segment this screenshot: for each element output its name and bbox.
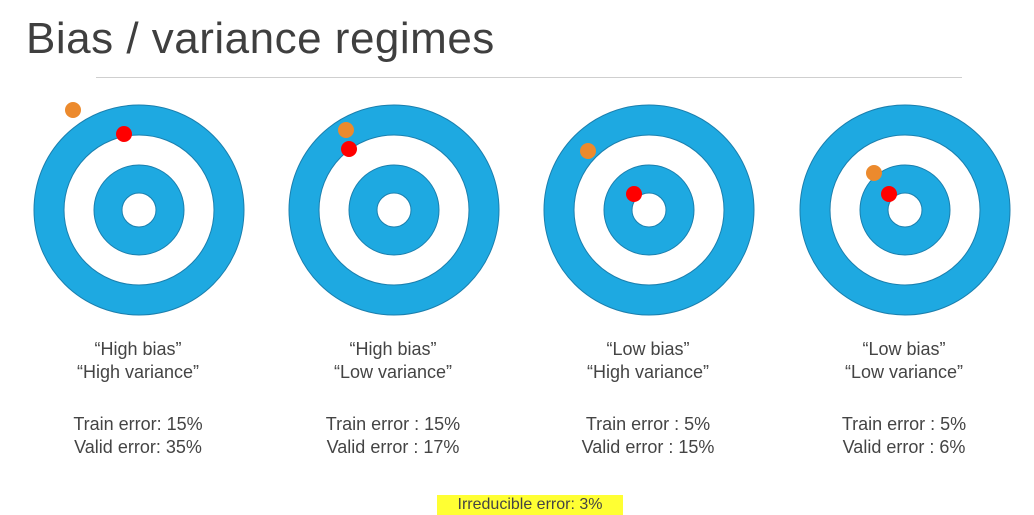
valid-error-dot	[866, 165, 882, 181]
target-bullseye	[631, 192, 667, 228]
train-error-dot	[116, 126, 132, 142]
train-error-text: Train error : 5%	[585, 414, 711, 434]
valid-error-text: Valid error: 35%	[74, 437, 202, 457]
target-diagram	[288, 104, 500, 316]
train-error-text: Train error : 5%	[841, 414, 967, 434]
panel-high-bias-high-variance: “High bias” “High variance” Train error:…	[23, 95, 253, 475]
bias-label: “High bias”	[349, 339, 437, 359]
regime-label: “Low bias” “Low variance”	[789, 338, 1019, 384]
target-bullseye	[121, 192, 157, 228]
regime-label: “Low bias” “High variance”	[533, 338, 763, 384]
train-error-dot	[341, 141, 357, 157]
title-divider	[96, 77, 962, 78]
panel-high-bias-low-variance: “High bias” “Low variance” Train error :…	[278, 95, 508, 475]
regime-label: “High bias” “Low variance”	[278, 338, 508, 384]
variance-label: “Low variance”	[844, 362, 964, 382]
valid-error-dot	[580, 143, 596, 159]
bias-label: “High bias”	[94, 339, 182, 359]
irreducible-error-highlight: Irreducible error: 3%	[437, 495, 623, 515]
train-error-dot	[626, 186, 642, 202]
variance-label: “High variance”	[586, 362, 710, 382]
variance-label: “Low variance”	[333, 362, 453, 382]
target-diagram	[799, 104, 1011, 316]
error-values: Train error : 5% Valid error : 6%	[789, 413, 1019, 459]
error-values: Train error: 15% Valid error: 35%	[23, 413, 253, 459]
regime-label: “High bias” “High variance”	[23, 338, 253, 384]
valid-error-dot	[338, 122, 354, 138]
target-diagram	[543, 104, 755, 316]
panel-low-bias-high-variance: “Low bias” “High variance” Train error :…	[533, 95, 763, 475]
valid-error-text: Valid error : 6%	[842, 437, 966, 457]
variance-label: “High variance”	[76, 362, 200, 382]
error-values: Train error : 5% Valid error : 15%	[533, 413, 763, 459]
error-values: Train error : 15% Valid error : 17%	[278, 413, 508, 459]
bias-label: “Low bias”	[862, 339, 946, 359]
target-diagram	[33, 102, 245, 316]
valid-error-dot	[65, 102, 81, 118]
page-title: Bias / variance regimes	[26, 14, 495, 63]
train-error-text: Train error: 15%	[73, 414, 203, 434]
target-bullseye	[376, 192, 412, 228]
valid-error-text: Valid error : 15%	[581, 437, 715, 457]
bias-label: “Low bias”	[606, 339, 690, 359]
valid-error-text: Valid error : 17%	[326, 437, 460, 457]
target-bullseye	[887, 192, 923, 228]
panel-low-bias-low-variance: “Low bias” “Low variance” Train error : …	[789, 95, 1019, 475]
train-error-text: Train error : 15%	[325, 414, 461, 434]
train-error-dot	[881, 186, 897, 202]
